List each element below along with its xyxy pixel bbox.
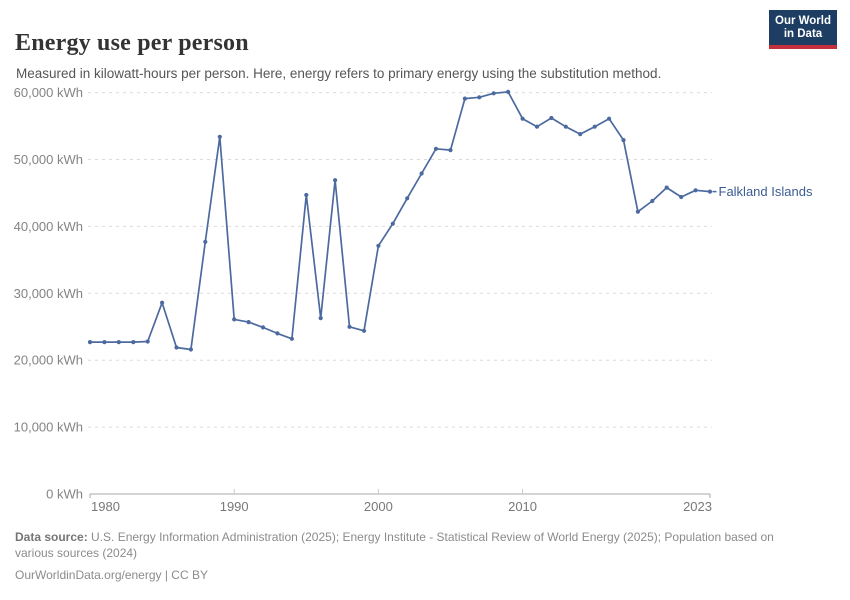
data-point-marker bbox=[217, 134, 222, 139]
data-point-marker bbox=[376, 243, 381, 248]
data-source-text: U.S. Energy Information Administration (… bbox=[15, 530, 774, 560]
data-point-marker bbox=[664, 185, 669, 190]
license-link[interactable]: OurWorldinData.org/energy | CC BY bbox=[15, 568, 208, 582]
data-point-marker bbox=[188, 347, 193, 352]
data-point-marker bbox=[260, 325, 266, 330]
data-point-marker bbox=[448, 148, 453, 153]
data-point-marker bbox=[333, 178, 338, 183]
data-point-marker bbox=[592, 124, 597, 129]
data-point-marker bbox=[506, 89, 511, 94]
data-point-marker bbox=[246, 320, 251, 325]
data-point-marker bbox=[390, 221, 395, 226]
data-source-line: Data source: U.S. Energy Information Adm… bbox=[15, 529, 805, 561]
data-point-marker bbox=[549, 115, 554, 121]
data-source-label: Data source: bbox=[15, 530, 88, 544]
y-tick-label: 0 kWh bbox=[46, 487, 83, 502]
y-tick-label: 50,000 kWh bbox=[14, 152, 83, 167]
owid-logo[interactable]: Our World in Data bbox=[769, 10, 837, 49]
data-point-marker bbox=[693, 188, 698, 193]
data-point-marker bbox=[635, 209, 641, 214]
x-tick-label: 2023 bbox=[683, 499, 712, 514]
data-point-marker bbox=[160, 300, 165, 305]
page-title: Energy use per person bbox=[15, 30, 249, 57]
y-tick-label: 30,000 kWh bbox=[14, 286, 83, 301]
owid-logo-line2: in Data bbox=[783, 28, 823, 40]
data-point-marker bbox=[491, 91, 496, 96]
x-tick-label: 1990 bbox=[220, 499, 249, 514]
entity-label[interactable]: Falkland Islands bbox=[719, 184, 813, 199]
chart-subtitle: Measured in kilowatt-hours per person. H… bbox=[16, 65, 662, 81]
data-point-marker bbox=[361, 328, 367, 333]
y-tick-label: 10,000 kWh bbox=[14, 420, 83, 435]
data-point-marker bbox=[289, 336, 294, 341]
data-point-marker bbox=[433, 146, 439, 151]
data-point-marker bbox=[304, 192, 309, 198]
data-point-marker bbox=[477, 95, 482, 100]
y-tick-label: 60,000 kWh bbox=[14, 85, 83, 100]
data-point-marker bbox=[405, 196, 410, 201]
data-point-marker bbox=[534, 124, 540, 129]
data-point-marker bbox=[102, 340, 107, 345]
line-chart[interactable]: 0 kWh 10,000 kWh 20,000 kWh 30,000 kWh 40,00… bbox=[0, 78, 850, 524]
data-point-marker bbox=[607, 116, 612, 121]
x-tick-label: 2000 bbox=[364, 499, 393, 514]
data-point-marker bbox=[275, 331, 280, 336]
data-point-marker bbox=[131, 340, 136, 345]
data-point-marker bbox=[116, 340, 121, 345]
data-point-marker bbox=[145, 339, 150, 344]
footer: Data source: U.S. Energy Information Adm… bbox=[15, 529, 805, 583]
data-point-marker bbox=[174, 345, 179, 350]
data-point-marker bbox=[318, 316, 323, 321]
data-point-marker bbox=[347, 324, 352, 329]
data-point-marker bbox=[578, 132, 583, 137]
data-point-marker bbox=[520, 116, 525, 121]
data-point-marker bbox=[419, 171, 424, 176]
y-tick-label: 40,000 kWh bbox=[14, 219, 83, 234]
data-point-marker bbox=[679, 194, 684, 200]
data-point-marker bbox=[203, 239, 208, 244]
data-point-marker bbox=[232, 317, 237, 322]
data-point-marker bbox=[650, 198, 655, 204]
data-point-marker bbox=[621, 138, 626, 143]
data-point-marker bbox=[707, 189, 713, 194]
y-tick-label: 20,000 kWh bbox=[14, 353, 83, 368]
x-tick-label: 1980 bbox=[91, 499, 120, 514]
x-tick-label: 2010 bbox=[508, 499, 537, 514]
series-line bbox=[89, 91, 711, 351]
data-point-marker bbox=[87, 340, 93, 345]
data-point-marker bbox=[462, 96, 467, 101]
data-point-marker bbox=[563, 124, 568, 129]
owid-logo-line1: Our World bbox=[775, 15, 832, 27]
